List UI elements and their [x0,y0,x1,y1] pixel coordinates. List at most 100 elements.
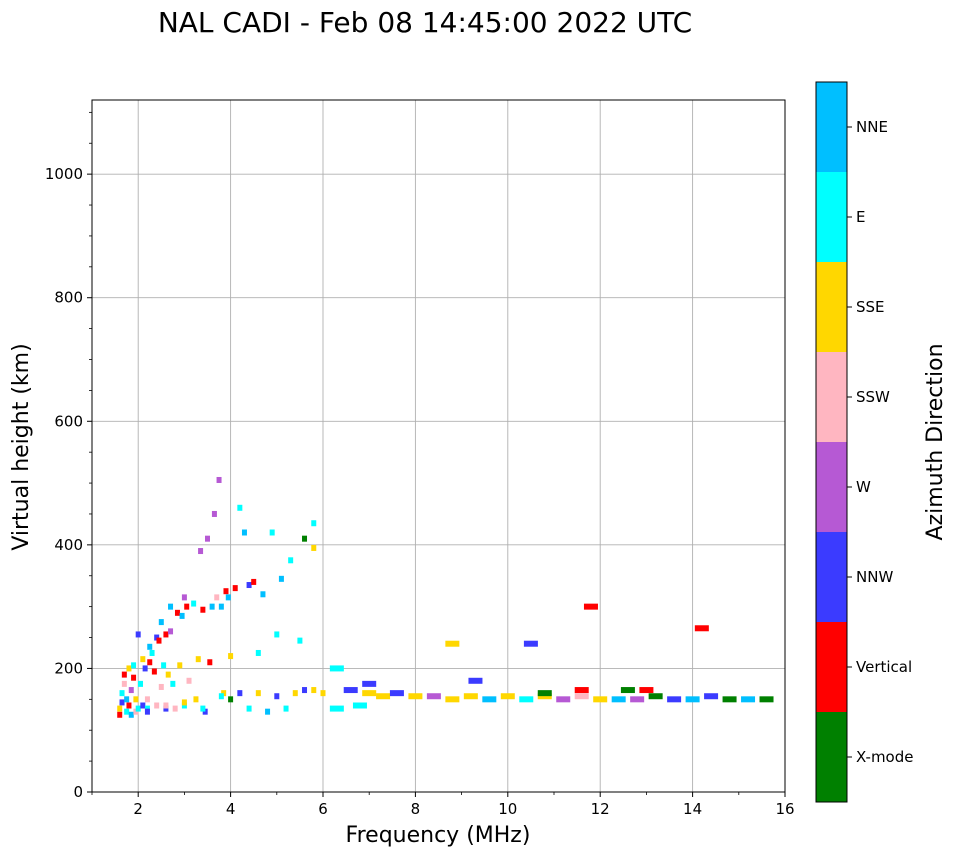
data-point [121,680,127,687]
data-point [445,696,460,703]
data-point [343,687,358,694]
x-tick-label: 2 [133,800,143,818]
data-point [246,705,252,712]
data-point [468,677,483,684]
data-point [184,603,190,610]
data-point [147,659,153,666]
data-point [195,656,201,663]
data-point [685,696,700,703]
colorbar-segment [816,442,847,532]
data-point [216,476,222,483]
data-point [265,708,271,715]
data-point [214,594,220,601]
data-point [574,693,589,700]
data-point [133,696,139,703]
data-point [537,693,552,700]
x-tick-label: 8 [411,800,421,818]
x-tick-label: 6 [318,800,328,818]
data-point [151,668,157,675]
data-point [117,711,123,718]
data-point [179,612,185,619]
x-tick-label: 4 [226,800,236,818]
colorbar-tick-label: Vertical [856,658,912,676]
colorbar-segment [816,712,847,802]
data-point [556,696,571,703]
data-point [163,705,169,712]
data-point [168,628,174,635]
colorbar-tick-label: NNW [856,568,893,586]
data-point [237,504,243,511]
data-point [207,659,213,666]
colorbar: X-mode Vertical NNW W SSW SSE E NNE [815,81,913,803]
data-point [288,557,294,564]
colorbar-segment [816,622,847,712]
colorbar-tick-label: NNE [856,118,888,136]
data-point [329,665,344,672]
data-point [574,687,589,694]
data-point [124,708,130,715]
data-point [311,520,317,527]
data-point [119,690,125,697]
data-point [260,591,266,598]
colorbar-tick-label: W [856,478,871,496]
data-point [221,690,227,697]
data-point [131,674,137,681]
data-point [121,671,127,678]
data-point [741,696,756,703]
data-point [135,631,141,638]
x-tick-label: 12 [591,800,610,818]
data-point [172,705,178,712]
data-point [445,640,460,647]
data-point [269,529,275,536]
x-tick-label: 10 [498,800,517,818]
data-point [142,665,148,672]
data-point [131,662,137,669]
data-point [482,696,497,703]
data-point [639,687,654,694]
data-point [140,656,146,663]
colorbar-frame [815,81,848,803]
colorbar-segment [816,352,847,442]
data-point [205,535,210,542]
x-tick-label: 16 [775,800,794,818]
data-point [329,705,344,712]
colorbar-label: Azimuth Direction [923,343,948,540]
data-point [177,662,183,669]
data-point [147,643,153,650]
data-point [408,693,423,700]
data-point [611,696,626,703]
data-point [119,699,125,706]
data-point [694,625,709,632]
data-point [140,702,146,709]
data-point [297,637,303,644]
data-point [593,696,608,703]
data-point [352,702,367,709]
data-point [228,696,234,703]
data-point [165,671,171,678]
data-point [362,690,377,697]
y-tick-label: 400 [54,536,83,554]
data-point [149,649,155,656]
data-point [144,696,150,703]
data-point [209,603,215,610]
data-point [186,677,192,684]
data-point [163,702,169,709]
data-point [168,603,174,610]
data-point [667,696,682,703]
data-point [320,690,326,697]
data-point [126,665,132,672]
y-tick-label: 0 [73,783,83,801]
data-point [251,578,257,585]
data-point [232,585,238,592]
data-point [302,535,308,542]
data-point [144,708,150,715]
data-point [463,693,478,700]
data-point [311,544,317,551]
colorbar-tick-label: SSW [856,388,890,406]
colorbar-tick-label: SSE [856,298,885,316]
colorbar-tick-label: X-mode [856,748,913,766]
data-points [117,476,774,718]
data-point [255,690,261,697]
chart-title: NAL CADI - Feb 08 14:45:00 2022 UTC [158,6,692,39]
data-point [154,702,160,709]
